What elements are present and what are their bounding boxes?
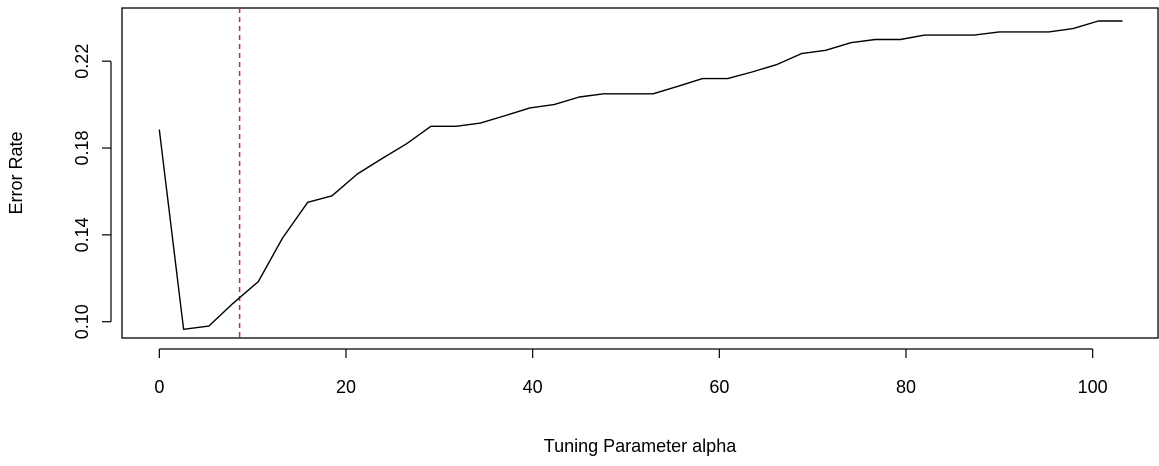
y-tick-label: 0.22	[72, 44, 92, 79]
y-tick-label: 0.14	[72, 217, 92, 252]
y-tick-label: 0.18	[72, 131, 92, 166]
x-tick-label: 40	[523, 377, 543, 397]
y-axis-title: Error Rate	[6, 131, 26, 214]
x-tick-label: 100	[1078, 377, 1108, 397]
y-tick-label: 0.10	[72, 304, 92, 339]
x-axis: 0 20 40 60 80 100	[154, 348, 1108, 397]
series-line	[158, 20, 1123, 330]
x-tick-label: 80	[896, 377, 916, 397]
x-tick-label: 60	[709, 377, 729, 397]
x-tick-label: 0	[154, 377, 164, 397]
plot-marks	[158, 8, 1123, 338]
y-axis: 0.10 0.14 0.18 0.22	[72, 44, 112, 339]
plot-frame	[121, 7, 1159, 339]
x-axis-title: Tuning Parameter alpha	[544, 436, 737, 456]
x-tick-label: 20	[336, 377, 356, 397]
